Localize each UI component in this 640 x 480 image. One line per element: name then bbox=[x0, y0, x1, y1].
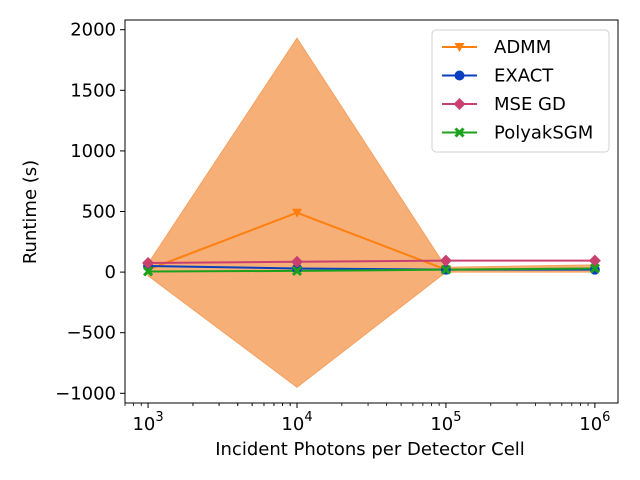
mse-gd-series-line bbox=[148, 259, 595, 265]
polyaksgm-data-point bbox=[440, 264, 451, 275]
legend-label-polyaksgm: PolyakSGM bbox=[494, 123, 593, 144]
x-tick-label: 103 bbox=[132, 410, 163, 435]
y-tick-label: −500 bbox=[67, 323, 116, 344]
mse-gd-data-point bbox=[142, 257, 155, 270]
polyaksgm-data-point bbox=[143, 266, 154, 277]
legend-label-mse-gd: MSE GD bbox=[494, 94, 566, 115]
legend-items: ADMM EXACT MSE GD PolyakSGM bbox=[442, 37, 593, 144]
legend-box bbox=[431, 29, 610, 153]
x-tick-label: 104 bbox=[281, 410, 312, 435]
admm-data-point bbox=[292, 208, 303, 218]
legend-label-exact: EXACT bbox=[494, 66, 554, 87]
exact-data-point bbox=[292, 263, 303, 274]
legend-marker-mse-gd bbox=[453, 98, 466, 110]
x-tick-label: 106 bbox=[579, 410, 610, 435]
polyaksgm-data-point bbox=[589, 263, 600, 274]
legend-marker-exact bbox=[454, 70, 465, 81]
y-tick-label: 0 bbox=[105, 262, 116, 283]
x-tick-label: 105 bbox=[430, 410, 461, 435]
y-tick-label: −1000 bbox=[55, 383, 116, 404]
lines-layer bbox=[147, 211, 595, 273]
polyaksgm-series-line bbox=[148, 267, 595, 273]
legend-marker-admm bbox=[454, 43, 465, 52]
legend: ADMM EXACT MSE GD PolyakSGM bbox=[431, 29, 610, 153]
mse-gd-data-point bbox=[439, 254, 452, 267]
polyaksgm-data-point bbox=[291, 265, 303, 276]
y-axis-label: Runtime (s) bbox=[20, 160, 41, 264]
x-axis-ticks: 103 104 105 106 bbox=[124, 403, 610, 435]
y-tick-label: 1000 bbox=[70, 141, 116, 162]
y-axis-ticks: −1000 −500 0 500 1000 1500 2000 bbox=[55, 20, 125, 404]
mse-gd-data-point bbox=[291, 255, 304, 268]
legend-marker-polyaksgm bbox=[454, 127, 465, 138]
y-tick-label: 500 bbox=[82, 202, 116, 223]
x-axis-label: Incident Photons per Detector Cell bbox=[215, 439, 525, 460]
legend-label-admm: ADMM bbox=[494, 37, 551, 58]
y-tick-label: 2000 bbox=[70, 20, 116, 41]
y-tick-label: 1500 bbox=[70, 80, 116, 101]
markers-layer bbox=[142, 208, 601, 277]
